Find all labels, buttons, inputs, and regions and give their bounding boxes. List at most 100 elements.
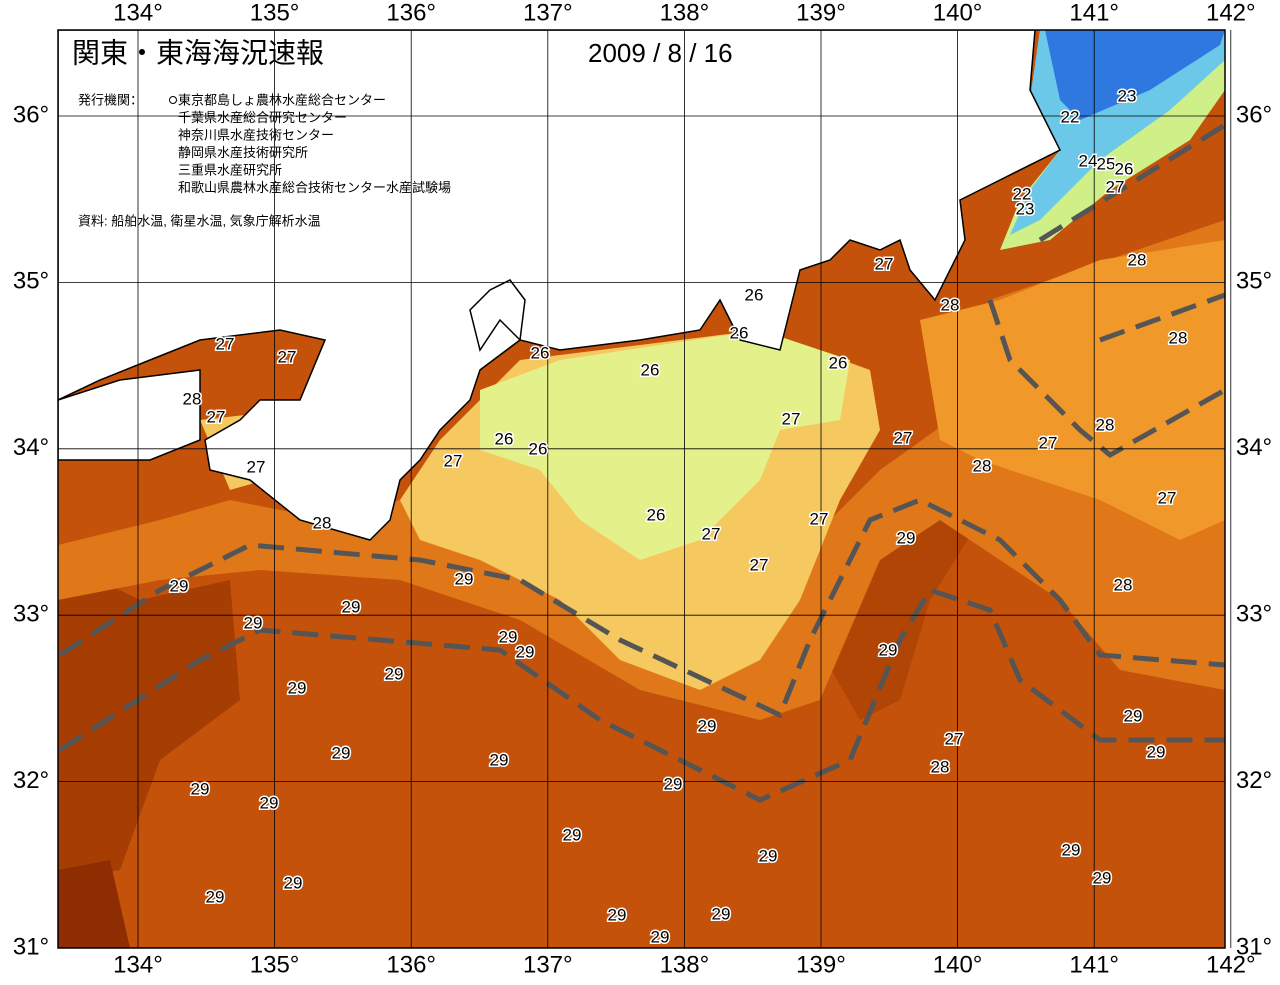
contour-label: 28 — [183, 389, 202, 408]
publisher-label: 発行機関： — [78, 92, 143, 107]
contour-label: 29 — [170, 576, 189, 595]
contour-label: 27 — [247, 457, 266, 476]
contour-label: 23 — [1118, 86, 1137, 105]
land — [58, 30, 1062, 541]
contour-label: 25 — [1097, 154, 1116, 173]
lon-label: 141° — [1069, 951, 1119, 978]
lon-label: 135° — [250, 951, 300, 978]
lat-label: 34° — [1236, 434, 1272, 461]
contour-label: 26 — [1115, 159, 1134, 178]
contour-label: 29 — [1093, 868, 1112, 887]
contour-label: 29 — [698, 716, 717, 735]
publisher: 静岡県水産技術研究所 — [178, 145, 308, 160]
lat-label: 35° — [13, 268, 49, 295]
contour-label: 29 — [1124, 706, 1143, 725]
contour-label: 29 — [490, 750, 509, 769]
source: 資料: 船舶水温, 衛星水温, 気象庁解析水温 — [78, 213, 321, 228]
contour-label: 29 — [516, 642, 535, 661]
contour-label: 29 — [1062, 840, 1081, 859]
lon-label: 139° — [796, 0, 846, 26]
contour-label: 29 — [879, 640, 898, 659]
lon-label: 134° — [113, 0, 163, 26]
land-shikoku — [58, 369, 201, 461]
contour-label: 28 — [1096, 415, 1115, 434]
contour-label: 28 — [313, 513, 332, 532]
contour-label: 27 — [782, 409, 801, 428]
contour-label: 26 — [641, 360, 660, 379]
lat-label: 33° — [1236, 601, 1272, 628]
contour-label: 24 — [1079, 151, 1098, 170]
contour-label: 29 — [385, 664, 404, 683]
contour-label: 29 — [651, 927, 670, 946]
contour-label: 26 — [829, 353, 848, 372]
contour-label: 27 — [702, 524, 721, 543]
lon-label: 135° — [250, 0, 300, 26]
contour-label: 29 — [563, 825, 582, 844]
contour-label: 29 — [608, 905, 627, 924]
contour-label: 28 — [941, 295, 960, 314]
contour-label: 28 — [1169, 328, 1188, 347]
contour-label: 27 — [945, 729, 964, 748]
lon-label: 140° — [933, 951, 983, 978]
map-date: 2009 / 8 / 16 — [588, 38, 733, 68]
lon-label: 138° — [660, 0, 710, 26]
lat-label: 36° — [1236, 101, 1272, 128]
contour-label: 29 — [244, 613, 263, 632]
contour-label: 27 — [278, 347, 297, 366]
contour-label: 29 — [206, 887, 225, 906]
contour-label: 26 — [529, 439, 548, 458]
contour-label: 27 — [1039, 433, 1058, 452]
contour-label: 27 — [810, 509, 829, 528]
contour-label: 29 — [897, 528, 916, 547]
contour-label: 28 — [1128, 250, 1147, 269]
lon-label: 140° — [933, 0, 983, 26]
contour-label: 22 — [1061, 107, 1080, 126]
sea-26 — [480, 330, 850, 560]
contour-label: 27 — [216, 334, 235, 353]
contour-label: 29 — [455, 569, 474, 588]
lon-label: 138° — [660, 951, 710, 978]
lon-label: 134° — [113, 951, 163, 978]
contour-label: 28 — [973, 456, 992, 475]
contour-label: 26 — [647, 505, 666, 524]
lon-label: 137° — [523, 951, 573, 978]
sea-warmest — [58, 860, 130, 948]
contour-label: 29 — [759, 846, 778, 865]
publisher: 千葉県水産総合研究センター — [178, 110, 347, 125]
lon-label: 139° — [796, 951, 846, 978]
lat-label: 32° — [13, 767, 49, 794]
sea-22 — [1045, 30, 1225, 120]
lat-label: 32° — [1236, 767, 1272, 794]
contour-label: 27 — [1158, 488, 1177, 507]
contour-label: 26 — [495, 429, 514, 448]
contour-label: 27 — [207, 407, 226, 426]
lat-label: 31° — [1236, 933, 1272, 960]
contour-label: 29 — [288, 678, 307, 697]
contour-label: 23 — [1016, 199, 1035, 218]
lon-label: 142° — [1206, 0, 1256, 26]
contour-label: 27 — [894, 428, 913, 447]
publisher: 東京都島しょ農林水産総合センター — [178, 92, 386, 107]
contour-label: 27 — [875, 254, 894, 273]
publisher: 神奈川県水産技術センター — [178, 127, 334, 142]
contour-label: 27 — [750, 555, 769, 574]
contour-label: 29 — [260, 793, 279, 812]
contour-label: 26 — [730, 323, 749, 342]
contour-label: 26 — [745, 285, 764, 304]
contour-label: 28 — [1114, 575, 1133, 594]
contour-label: 27 — [1106, 177, 1125, 196]
contour-label: 29 — [1147, 742, 1166, 761]
contour-label: 29 — [191, 779, 210, 798]
lat-label: 36° — [13, 101, 49, 128]
lon-label: 136° — [386, 951, 436, 978]
lat-label: 31° — [13, 933, 49, 960]
contour-label: 26 — [531, 343, 550, 362]
contour-label: 22 — [1013, 184, 1032, 203]
contour-label: 29 — [499, 627, 518, 646]
contour-label: 29 — [284, 873, 303, 892]
map-title: 関東・東海海況速報 — [72, 37, 324, 68]
map-area — [58, 30, 1225, 948]
current-axis — [58, 586, 1225, 803]
sea-warm — [58, 560, 240, 880]
